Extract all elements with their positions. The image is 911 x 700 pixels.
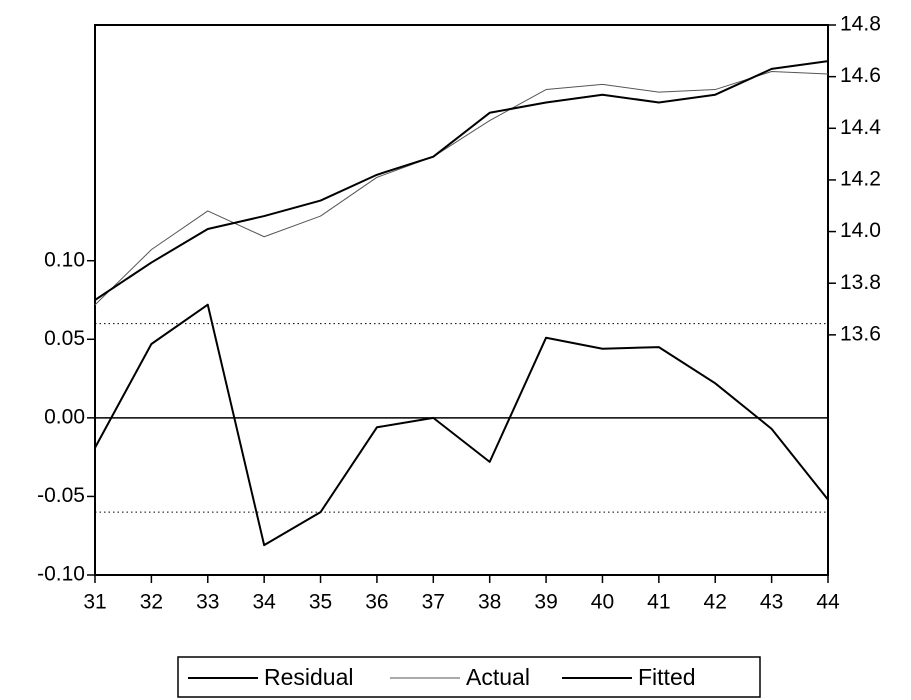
x-tick-label: 44 <box>816 591 840 614</box>
y2-tick-label: 14.2 <box>840 167 881 190</box>
x-tick-label: 33 <box>196 591 219 614</box>
y-tick-label: -0.05 <box>37 484 85 507</box>
x-tick-label: 41 <box>647 591 670 614</box>
y2-tick-label: 14.0 <box>840 219 881 242</box>
series-line <box>94 70 829 306</box>
y2-tick-label: 13.6 <box>840 322 881 345</box>
y2-tick-label: 14.6 <box>840 64 881 87</box>
y2-tick-label: 14.4 <box>840 116 881 139</box>
legend-label: Actual <box>466 664 530 690</box>
legend-label: Fitted <box>638 664 696 690</box>
series-line <box>94 60 829 301</box>
x-tick-label: 36 <box>365 591 388 614</box>
x-tick-label: 40 <box>591 591 614 614</box>
legend-box <box>177 656 761 698</box>
plot-frame <box>94 24 829 576</box>
y-tick-label: 0.00 <box>44 405 85 428</box>
x-tick-label: 34 <box>252 591 276 614</box>
x-tick-label: 43 <box>760 591 783 614</box>
legend-label: Residual <box>264 664 354 690</box>
x-tick-label: 39 <box>534 591 557 614</box>
x-tick-label: 38 <box>478 591 501 614</box>
x-tick-label: 37 <box>422 591 445 614</box>
x-tick-label: 31 <box>83 591 106 614</box>
y-tick-label: 0.05 <box>44 327 85 350</box>
y-tick-label: -0.10 <box>37 563 85 586</box>
y-tick-label: 0.10 <box>44 248 85 271</box>
series-line <box>94 303 829 547</box>
x-tick-label: 32 <box>140 591 163 614</box>
y2-tick-label: 14.8 <box>840 13 881 36</box>
x-tick-label: 42 <box>704 591 727 614</box>
x-tick-label: 35 <box>309 591 332 614</box>
y2-tick-label: 13.8 <box>840 271 881 294</box>
